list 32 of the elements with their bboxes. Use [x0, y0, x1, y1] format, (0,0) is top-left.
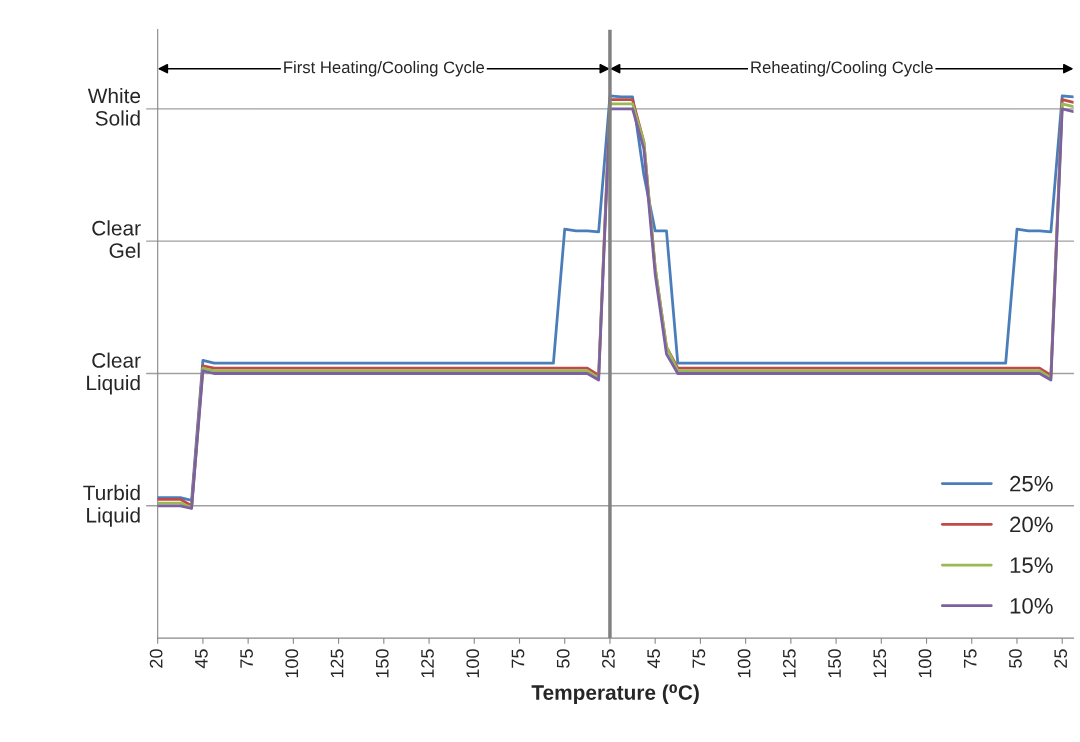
x-tick-label: 100: [285, 649, 299, 678]
legend-label: 25%: [1010, 475, 1053, 492]
x-tick-label: 150: [828, 649, 841, 678]
x-tick-label: 20: [149, 649, 163, 668]
text: First Heating/Cooling Cycle: [284, 60, 485, 77]
x-tick-label: 125: [330, 649, 344, 678]
x-tick-label: 100: [737, 649, 751, 678]
x-tick-label: 100: [918, 649, 932, 678]
legend-label: 15%: [1010, 557, 1053, 574]
x-tick-label: 125: [873, 649, 887, 678]
x-tick-label: 75: [240, 649, 253, 668]
x-tick-label: 75: [692, 649, 706, 668]
x-tick-label: 150: [375, 649, 389, 678]
ref-line-label: Turbid Liquid: [83, 484, 140, 527]
x-tick-label: 50: [556, 649, 570, 668]
x-tick-label: 100: [466, 649, 480, 678]
x-tick-label: 45: [647, 649, 661, 669]
x-tick-label: 25: [602, 649, 615, 668]
ref-line-label: Clear Liquid: [87, 352, 141, 395]
x-tick-label: 125: [782, 649, 796, 678]
x-tick-label: 50: [1009, 649, 1022, 668]
x-tick-label: 125: [421, 649, 434, 678]
legend-label: 20%: [1010, 516, 1053, 533]
legend-label: 10%: [1010, 597, 1053, 614]
x-tick-label: 45: [195, 649, 208, 669]
x-tick-label: 75: [511, 649, 525, 668]
ref-line-label: Clear Gel: [92, 220, 141, 258]
ref-line-label: White Solid: [87, 87, 141, 126]
x-axis-title: Temperature (⁰C): [531, 684, 699, 704]
x-tick-label: 75: [964, 649, 977, 668]
text: Reheating/Cooling Cycle: [751, 60, 933, 77]
x-tick-label: 25: [1054, 649, 1068, 668]
